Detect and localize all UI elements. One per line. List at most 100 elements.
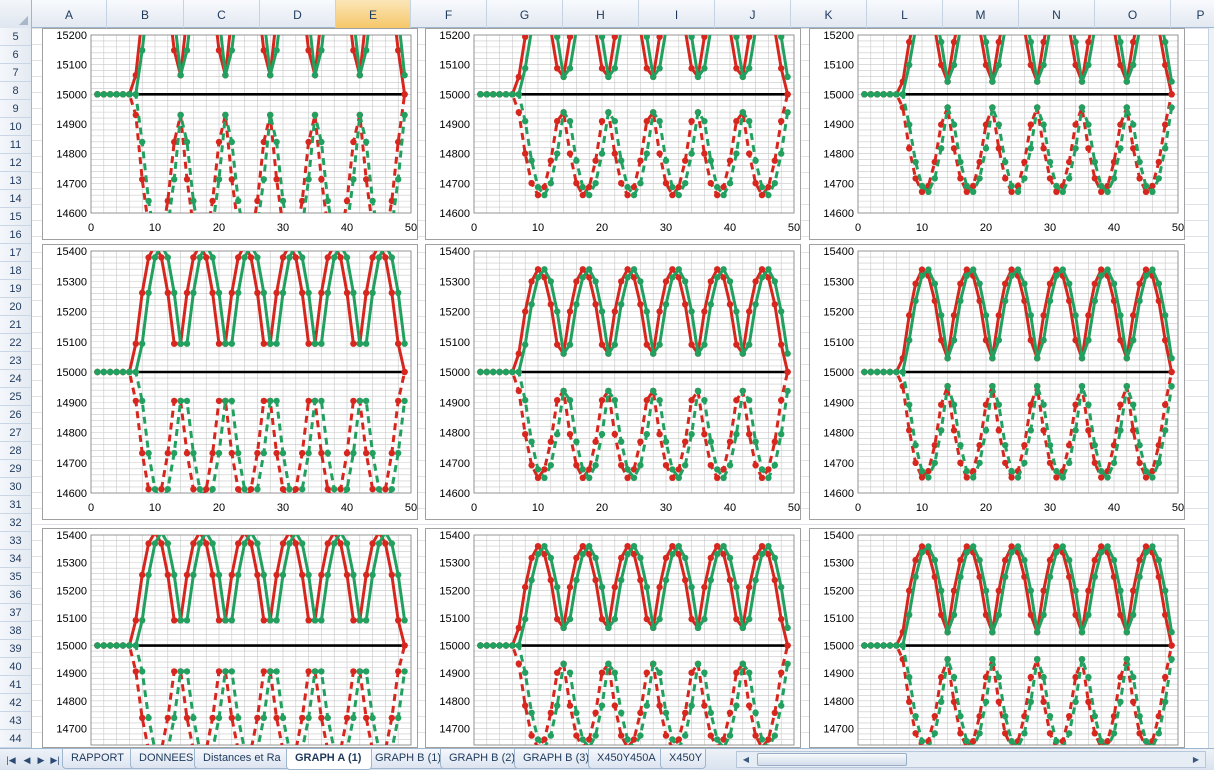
row-header-13[interactable]: 13 (0, 172, 31, 190)
row-header-8[interactable]: 8 (0, 82, 31, 100)
column-header-f[interactable]: F (411, 0, 487, 28)
chart-8[interactable]: 14700 14800 14900 15000 15100 15200 15300 15400 (425, 528, 801, 748)
row-header-16[interactable]: 16 (0, 226, 31, 244)
column-header-p[interactable]: P (1171, 0, 1214, 28)
row-header-21[interactable]: 21 (0, 316, 31, 334)
next-sheet-icon[interactable]: ▶ (37, 755, 45, 765)
column-header-e[interactable]: E (336, 0, 411, 28)
green-data-point (1162, 312, 1169, 319)
row-header-25[interactable]: 25 (0, 388, 31, 406)
column-header-j[interactable]: J (715, 0, 791, 28)
column-header-h[interactable]: H (563, 0, 639, 28)
prev-sheet-icon[interactable]: ◀ (23, 755, 31, 765)
chart-9[interactable]: 14700 14800 14900 15000 15100 15200 15300 15400 (809, 528, 1185, 748)
row-header-19[interactable]: 19 (0, 280, 31, 298)
column-header-c[interactable]: C (184, 0, 260, 28)
row-header-27[interactable]: 27 (0, 424, 31, 442)
chart-7[interactable]: 14700 14800 14900 15000 15100 15200 15300 15400 (42, 528, 418, 748)
first-sheet-icon[interactable]: |◀ (6, 755, 16, 765)
vertical-scrollbar[interactable] (1208, 28, 1214, 748)
sheet-tab-graph-b-2[interactable]: GRAPH B (2) (440, 749, 520, 769)
row-header-12[interactable]: 12 (0, 154, 31, 172)
sheet-tab-rapport[interactable]: RAPPORT (62, 749, 136, 769)
row-header-17[interactable]: 17 (0, 244, 31, 262)
green-data-point (726, 278, 734, 285)
row-header-28[interactable]: 28 (0, 442, 31, 460)
row-header-30[interactable]: 30 (0, 478, 31, 496)
column-header-i[interactable]: I (639, 0, 715, 28)
red-data-point (337, 540, 344, 547)
row-header-31[interactable]: 31 (0, 496, 31, 514)
red-data-point (541, 274, 548, 281)
row-header-33[interactable]: 33 (0, 532, 31, 550)
green-data-point (701, 118, 708, 125)
row-header-41[interactable]: 41 (0, 676, 31, 694)
row-header-14[interactable]: 14 (0, 190, 31, 208)
row-header-11[interactable]: 11 (0, 136, 31, 154)
sheet-tab-graph-a-1[interactable]: GRAPH A (1) (286, 749, 372, 770)
column-header-a[interactable]: A (32, 0, 107, 28)
red-data-point (1046, 556, 1054, 564)
scroll-right-icon[interactable]: ▶ (1192, 755, 1200, 764)
sheet-tab-graph-b-3[interactable]: GRAPH B (3) (514, 749, 594, 769)
row-header-40[interactable]: 40 (0, 658, 31, 676)
green-data-point (874, 642, 881, 649)
row-header-39[interactable]: 39 (0, 640, 31, 658)
chart-4[interactable]: 14600 14700 14800 14900 15000 15100 15200 15300… (42, 244, 418, 520)
row-header-42[interactable]: 42 (0, 694, 31, 712)
green-data-point (1123, 629, 1130, 636)
x-tick-label: 20 (213, 502, 225, 514)
chart-6[interactable]: 14600 14700 14800 14900 15000 15100 15200 15300… (809, 244, 1185, 520)
row-header-23[interactable]: 23 (0, 352, 31, 370)
column-header-n[interactable]: N (1019, 0, 1095, 28)
row-header-37[interactable]: 37 (0, 604, 31, 622)
row-header-38[interactable]: 38 (0, 622, 31, 640)
row-header-9[interactable]: 9 (0, 100, 31, 118)
row-header-6[interactable]: 6 (0, 46, 31, 64)
green-data-point (1098, 738, 1105, 745)
row-header-20[interactable]: 20 (0, 298, 31, 316)
row-header-34[interactable]: 34 (0, 550, 31, 568)
sheet-tab-donnees[interactable]: DONNEES (130, 749, 200, 769)
chart-5[interactable]: 14600 14700 14800 14900 15000 15100 15200 15300… (425, 244, 801, 520)
row-header-35[interactable]: 35 (0, 568, 31, 586)
row-header-24[interactable]: 24 (0, 370, 31, 388)
row-header-32[interactable]: 32 (0, 514, 31, 532)
chart-3[interactable]: 14600 14700 14800 14900 15000 15100 15200 0 10 20… (809, 28, 1185, 240)
sheet-tab-x450y450a[interactable]: X450Y450A (588, 749, 666, 769)
row-header-10[interactable]: 10 (0, 118, 31, 136)
select-all-corner[interactable] (0, 0, 32, 28)
green-data-point (995, 121, 1002, 128)
chart-2[interactable]: 14600 14700 14800 14900 15000 15100 15200 0 10 20… (425, 28, 801, 240)
row-header-18[interactable]: 18 (0, 262, 31, 280)
worksheet-area[interactable]: 14600 14700 14800 14900 15000 15100 15200 0 10 20… (32, 28, 1214, 748)
row-header-43[interactable]: 43 (0, 712, 31, 730)
scroll-left-icon[interactable]: ◀ (742, 755, 750, 764)
column-header-l[interactable]: L (867, 0, 943, 28)
sheet-tab-distances-et-ra[interactable]: Distances et Ra (194, 749, 292, 769)
green-data-point (222, 668, 229, 675)
sheet-tab-graph-b-1[interactable]: GRAPH B (1) (366, 749, 446, 769)
row-header-44[interactable]: 44 (0, 730, 31, 748)
column-header-o[interactable]: O (1095, 0, 1171, 28)
column-header-b[interactable]: B (107, 0, 184, 28)
chart-1[interactable]: 14600 14700 14800 14900 15000 15100 15200 0 10 20… (42, 28, 418, 240)
sheet-tab-x450y[interactable]: X450Y (660, 749, 706, 769)
row-header-15[interactable]: 15 (0, 208, 31, 226)
last-sheet-icon[interactable]: ▶| (50, 755, 60, 765)
horizontal-scrollbar[interactable]: ◀ ▶ (736, 751, 1206, 768)
red-data-point (598, 341, 606, 348)
row-header-29[interactable]: 29 (0, 460, 31, 478)
row-header-7[interactable]: 7 (0, 64, 31, 82)
green-data-point (861, 368, 868, 376)
column-header-g[interactable]: G (487, 0, 563, 28)
column-header-m[interactable]: M (943, 0, 1019, 28)
column-header-d[interactable]: D (260, 0, 336, 28)
row-header-26[interactable]: 26 (0, 406, 31, 424)
row-header-36[interactable]: 36 (0, 586, 31, 604)
horizontal-scroll-thumb[interactable] (757, 753, 907, 766)
row-header-5[interactable]: 5 (0, 28, 31, 46)
column-header-k[interactable]: K (791, 0, 867, 28)
green-data-point (598, 308, 606, 315)
row-header-22[interactable]: 22 (0, 334, 31, 352)
